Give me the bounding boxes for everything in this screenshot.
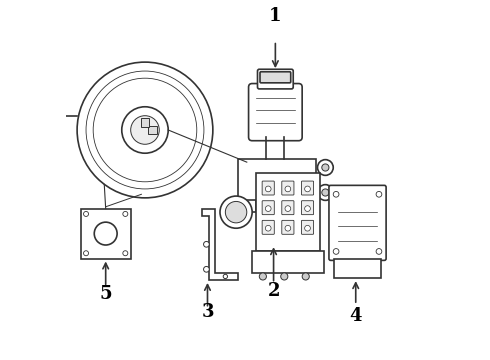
FancyBboxPatch shape [260, 72, 291, 83]
FancyBboxPatch shape [334, 258, 381, 278]
FancyBboxPatch shape [242, 200, 256, 212]
FancyBboxPatch shape [262, 181, 274, 195]
FancyBboxPatch shape [248, 84, 302, 141]
Polygon shape [202, 208, 238, 280]
FancyBboxPatch shape [270, 200, 284, 212]
Circle shape [318, 185, 333, 201]
Circle shape [223, 274, 227, 279]
FancyBboxPatch shape [256, 173, 320, 251]
Circle shape [322, 164, 329, 171]
Circle shape [333, 249, 339, 254]
Circle shape [285, 206, 291, 211]
Circle shape [322, 189, 329, 196]
FancyBboxPatch shape [258, 69, 293, 89]
Circle shape [225, 202, 247, 223]
FancyBboxPatch shape [301, 181, 314, 195]
FancyBboxPatch shape [252, 251, 323, 273]
FancyBboxPatch shape [282, 201, 294, 215]
Circle shape [259, 273, 267, 280]
Text: 2: 2 [268, 282, 280, 300]
Circle shape [83, 211, 89, 216]
FancyBboxPatch shape [301, 220, 314, 234]
Bar [141, 118, 149, 127]
FancyBboxPatch shape [329, 185, 386, 260]
Circle shape [131, 116, 159, 144]
Circle shape [122, 107, 168, 153]
FancyBboxPatch shape [282, 220, 294, 234]
Circle shape [285, 225, 291, 231]
Circle shape [285, 186, 291, 192]
Bar [147, 126, 157, 134]
Circle shape [305, 225, 310, 231]
Text: 5: 5 [99, 285, 112, 303]
Circle shape [333, 192, 339, 197]
Circle shape [376, 249, 382, 254]
Circle shape [266, 225, 271, 231]
Text: 1: 1 [269, 7, 282, 25]
FancyBboxPatch shape [262, 220, 274, 234]
FancyBboxPatch shape [81, 208, 131, 258]
Text: 4: 4 [349, 307, 362, 325]
Circle shape [266, 186, 271, 192]
Circle shape [266, 206, 271, 211]
Circle shape [123, 211, 128, 216]
FancyBboxPatch shape [282, 181, 294, 195]
Circle shape [220, 196, 252, 228]
Circle shape [318, 159, 333, 175]
Circle shape [83, 251, 89, 256]
Circle shape [203, 266, 209, 272]
FancyBboxPatch shape [262, 201, 274, 215]
FancyBboxPatch shape [238, 158, 317, 202]
Circle shape [302, 273, 309, 280]
Circle shape [77, 62, 213, 198]
Circle shape [203, 242, 209, 247]
Text: 3: 3 [201, 303, 214, 321]
Circle shape [305, 206, 310, 211]
Circle shape [94, 222, 117, 245]
Circle shape [123, 251, 128, 256]
Circle shape [376, 192, 382, 197]
Circle shape [281, 273, 288, 280]
FancyBboxPatch shape [301, 201, 314, 215]
Circle shape [305, 186, 310, 192]
